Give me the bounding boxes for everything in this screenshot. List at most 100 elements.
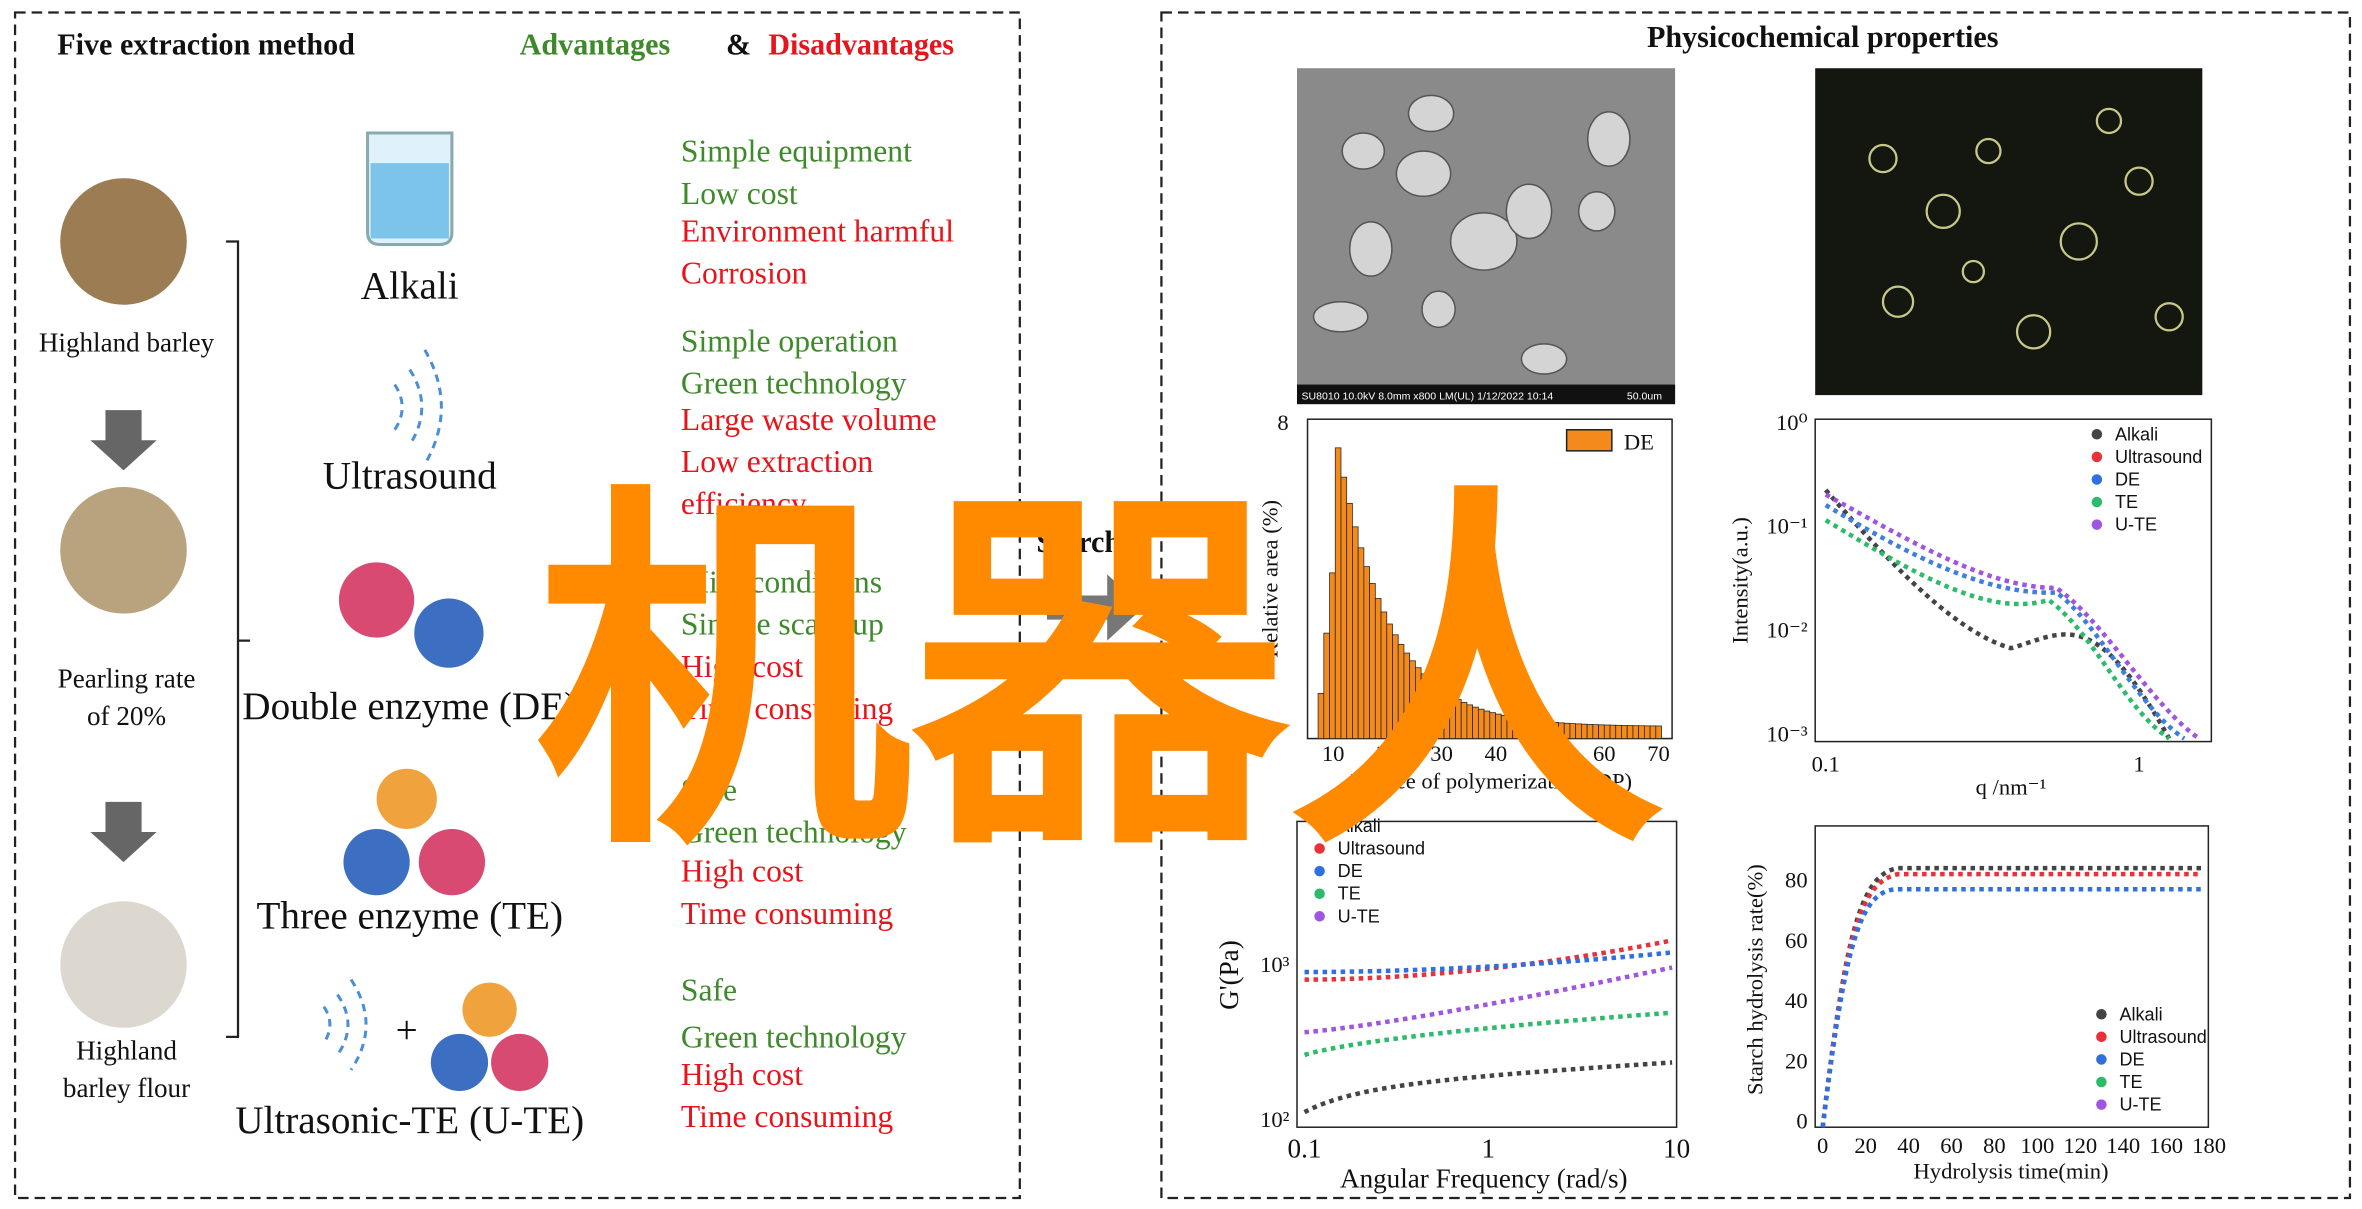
legend-label: U-TE: [2119, 1095, 2161, 1115]
method-name: Double enzyme (DE): [242, 685, 577, 728]
y-tick-label: 10²: [1260, 1107, 1290, 1132]
y-tick-label: 10⁰: [1776, 410, 1808, 435]
stage-label: Highland: [76, 1035, 177, 1065]
x-tick-label: 60: [1593, 741, 1616, 766]
legend-marker: [2091, 474, 2103, 485]
y-tick-label: 10³: [1260, 952, 1290, 977]
axis-label: Relative area (%): [1257, 500, 1282, 658]
y-tick-label: 10⁻³: [1766, 722, 1807, 747]
legend-label: Ultrasound: [1338, 839, 1425, 859]
y-tick-label: 10⁻²: [1766, 618, 1807, 643]
plus-sign: +: [396, 1009, 418, 1052]
x-tick-label: 1: [1482, 1133, 1496, 1163]
axis-label: q /nm⁻¹: [1976, 774, 2047, 799]
x-tick-label: 40: [1485, 741, 1508, 766]
advantage: Safe: [681, 772, 737, 807]
x-tick-label: 0.1: [1288, 1133, 1322, 1163]
y-tick-label: 40: [1785, 988, 1808, 1013]
legend-marker: [2091, 519, 2103, 530]
dp-bars: [1317, 447, 1662, 739]
y-tick-label: 10⁻¹: [1766, 514, 1807, 539]
x-tick-label: 180: [2192, 1133, 2226, 1158]
legend-label: DE: [1338, 861, 1363, 881]
dp-legend-swatch: [1565, 429, 1613, 452]
legend-label: TE: [2119, 1072, 2142, 1092]
legend-label: Alkali: [2115, 424, 2158, 444]
advantage: Mild conditions: [681, 564, 882, 599]
x-tick-label: 160: [2149, 1133, 2183, 1158]
disadvantage: High cost: [681, 854, 803, 889]
legend-marker: [1314, 820, 1325, 832]
legend-marker: [1314, 888, 1325, 899]
axis-label: Starch hydrolysis rate(%): [1742, 864, 1767, 1095]
stage-label: barley flour: [63, 1073, 190, 1103]
y-tick-label: 20: [1785, 1048, 1808, 1073]
x-tick-label: 120: [2063, 1133, 2097, 1158]
grain-images: [60, 178, 187, 1028]
disadvantage: Time consuming: [681, 896, 894, 931]
method-name: Alkali: [361, 265, 459, 308]
disadvantage: Time consuming: [681, 691, 894, 726]
disadvantage: Environment harmful: [681, 213, 954, 248]
legend-label: TE: [2115, 492, 2138, 512]
disadvantage: High cost: [681, 649, 803, 684]
legend-marker: [2091, 451, 2103, 463]
advantage: Green technology: [681, 1019, 907, 1054]
legend-label: Alkali: [2119, 1004, 2162, 1024]
x-tick-label: 10: [1663, 1133, 1690, 1163]
legend-disadvantages: Disadvantages: [768, 28, 954, 62]
legend-advantages: Advantages: [520, 28, 671, 62]
axis-label: Degree of polymerization (DP): [1351, 768, 1633, 793]
x-tick-label: 0: [1817, 1133, 1828, 1158]
stage-label: of 20%: [87, 701, 166, 731]
legend-label: DE: [2119, 1049, 2144, 1069]
x-tick-label: 80: [1983, 1133, 2006, 1158]
legend-marker: [2091, 496, 2103, 508]
axis-label: Hydrolysis time(min): [1913, 1158, 2108, 1183]
x-tick-label: 10: [1322, 741, 1345, 766]
legend-marker: [2091, 429, 2103, 440]
layout: [13, 11, 2352, 1200]
advantage: Green technology: [681, 815, 907, 850]
disadvantage: Large waste volume: [681, 402, 937, 437]
stage-label: Highland barley: [39, 327, 215, 357]
disadvantage: High cost: [681, 1057, 803, 1092]
advantage: Green technology: [681, 366, 907, 401]
legend-label: U-TE: [1338, 906, 1380, 926]
x-tick-label: 100: [2020, 1133, 2054, 1158]
method-name: Three enzyme (TE): [256, 894, 563, 937]
sem-scale: 50.0um: [1627, 391, 1662, 403]
axis-label: Intensity(a.u.): [1727, 517, 1752, 644]
x-tick-label: 50: [1539, 741, 1562, 766]
legend-label: Ultrasound: [2119, 1027, 2206, 1047]
watermark: 机器人: [535, 456, 1665, 895]
method-name: Ultrasonic-TE (U-TE): [235, 1099, 584, 1142]
legend-marker: [2096, 1008, 2107, 1020]
legend-label: U-TE: [2115, 515, 2157, 535]
y-tick-label: 80: [1785, 868, 1808, 893]
advantage: Simple equipment: [681, 134, 912, 169]
x-tick-label: 70: [1647, 741, 1670, 766]
disadvantage: efficiency: [681, 486, 807, 521]
x-tick-label: 30: [1430, 741, 1453, 766]
legend-marker: [1314, 843, 1325, 854]
x-tick-label: 40: [1897, 1133, 1920, 1158]
legend-label: Ultrasound: [2115, 447, 2202, 467]
sem-caption: SU8010 10.0kV 8.0mm x800 LM(UL) 1/12/202…: [1302, 391, 1554, 403]
axis-label: G'(Pa): [1214, 940, 1244, 1010]
x-tick-label: 0.1: [1812, 752, 1840, 777]
legend-marker: [2096, 1054, 2107, 1065]
legend-label: TE: [1338, 884, 1361, 904]
x-tick-label: 20: [1854, 1133, 1877, 1158]
legend-label: DE: [1624, 429, 1654, 454]
advantage: Simple operation: [681, 323, 898, 358]
legend-marker: [2096, 1076, 2107, 1088]
legend-marker: [1314, 865, 1325, 877]
disadvantage: Corrosion: [681, 256, 808, 291]
legend-amp: &: [726, 28, 751, 62]
x-tick-label: 20: [1376, 741, 1399, 766]
x-tick-label: 140: [2106, 1133, 2140, 1158]
advantage: Safe: [681, 973, 737, 1008]
curves: [1303, 488, 2203, 1128]
